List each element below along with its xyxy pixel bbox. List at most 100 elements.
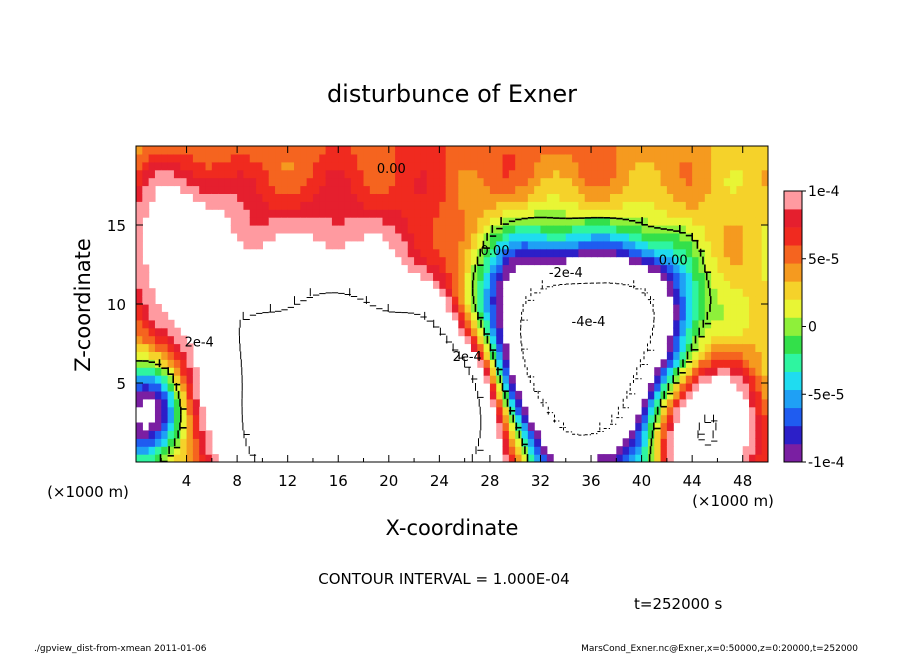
heatmap-cell [717,264,725,273]
heatmap-cell [730,311,737,321]
heatmap-cell [256,209,263,218]
heatmap-cell [660,248,668,258]
heatmap-cell [723,280,731,289]
heatmap-cell [218,153,226,163]
heatmap-cell [660,146,668,155]
heatmap-cell [205,438,213,447]
heatmap-cell [300,185,308,194]
heatmap-cell [407,177,415,187]
heatmap-cell [521,430,529,439]
heatmap-cell [142,193,150,202]
heatmap-cell [167,343,175,352]
heatmap-cell [515,201,523,210]
heatmap-cell [666,454,674,462]
heatmap-cell [527,256,535,266]
heatmap-cell [496,161,504,171]
heatmap-cell [761,153,768,163]
heatmap-cell [224,209,232,218]
heatmap-cell [388,209,396,218]
heatmap-cell [553,153,561,163]
heatmap-cell [527,430,535,439]
heatmap-cell [186,383,194,392]
heatmap-cell [597,146,605,155]
heatmap-cell [401,256,409,266]
heatmap-cell [489,367,497,376]
heatmap-cell [698,311,706,321]
heatmap-cell [736,343,744,352]
heatmap-cell [755,304,763,313]
heatmap-cell [578,248,586,258]
heatmap-cell [717,161,725,171]
heatmap-cell [660,367,668,376]
heatmap-cell [154,383,162,392]
heatmap-cell [654,430,662,439]
heatmap-cell [597,209,605,218]
heatmap-cell [559,240,567,250]
heatmap-cell [483,201,491,210]
colorbar-swatch [784,353,802,372]
heatmap-cell [470,327,478,337]
heatmap-cell [395,193,403,202]
heatmap-cell [167,430,175,439]
heatmap-cell [679,390,687,400]
heatmap-cell [173,414,181,424]
heatmap-cell [136,296,143,305]
heatmap-cell [711,193,719,202]
heatmap-cell [553,232,561,242]
heatmap-cell [660,161,668,171]
heatmap-cell [426,225,434,234]
heatmap-cell [433,225,440,234]
heatmap-cell [445,304,453,313]
heatmap-cell [256,169,263,179]
heatmap-cell [546,193,554,202]
heatmap-cell [704,367,712,376]
heatmap-cell [180,169,188,179]
heatmap-cell [641,232,649,242]
heatmap-cell [306,217,314,226]
heatmap-cell [641,209,649,218]
heatmap-cell [673,264,681,273]
heatmap-cell [666,256,674,266]
heatmap-cell [395,232,403,242]
heatmap-cell [673,327,681,337]
heatmap-cell [154,414,162,424]
heatmap-cell [275,161,282,171]
heatmap-cell [553,193,561,202]
heatmap-cell [502,351,510,360]
heatmap-cell [704,351,712,360]
heatmap-cell [711,146,719,155]
heatmap-cell [692,383,700,392]
heatmap-cell [325,209,333,218]
heatmap-cell [452,280,459,289]
heatmap-cell [679,311,687,321]
heatmap-cell [496,311,504,321]
heatmap-cell [622,438,630,447]
heatmap-cell [161,359,169,368]
heatmap-cell [755,256,763,266]
heatmap-cell [711,153,719,163]
heatmap-cell [742,193,750,202]
heatmap-cell [262,225,270,234]
heatmap-cell [180,185,188,194]
heatmap-cell [515,169,523,179]
heatmap-cell [464,201,472,210]
heatmap-cell [749,367,756,376]
heatmap-cell [679,240,687,250]
heatmap-cell [502,272,510,281]
heatmap-cell [338,161,346,171]
heatmap-cell [230,193,238,202]
heatmap-cell [692,193,700,202]
heatmap-cell [426,193,434,202]
heatmap-cell [647,414,655,424]
heatmap-cell [597,161,605,171]
heatmap-cell [616,177,624,187]
heatmap-cell [325,146,333,155]
heatmap-cell [660,177,668,187]
heatmap-cell [749,232,756,242]
heatmap-cell [186,177,194,187]
heatmap-cell [142,146,150,155]
heatmap-cell [161,169,169,179]
heatmap-cell [294,209,301,218]
heatmap-cell [730,343,737,352]
heatmap-cell [433,248,440,258]
